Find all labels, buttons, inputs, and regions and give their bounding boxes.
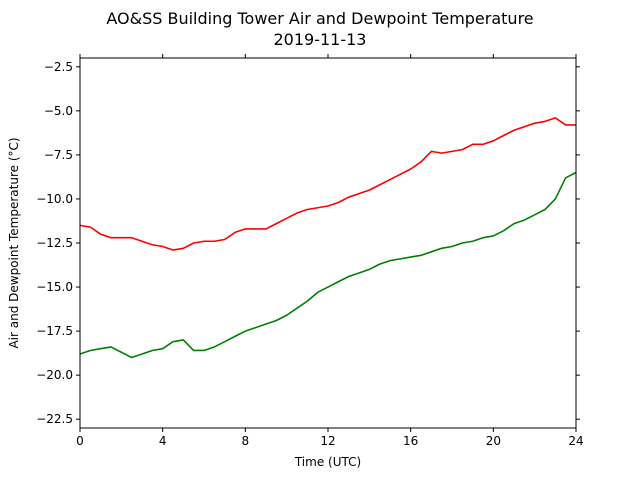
chart-subtitle: 2019-11-13	[274, 30, 367, 49]
plot-frame	[79, 57, 577, 429]
y-axis-label: Air and Dewpoint Temperature (°C)	[7, 137, 21, 348]
y-tick-label: −7.5	[44, 148, 73, 162]
y-tick-label: −22.5	[36, 412, 73, 426]
x-tick-label: 4	[159, 434, 167, 448]
y-tick-label: −2.5	[44, 60, 73, 74]
series-line-1	[79, 117, 576, 251]
x-axis-label: Time (UTC)	[294, 455, 361, 469]
x-tick-label: 16	[403, 434, 418, 448]
chart-title: AO&SS Building Tower Air and Dewpoint Te…	[106, 9, 533, 28]
y-axis-ticks: −22.5 −20.0 −17.5 −15.0 −12.5 −10.0 −7.5 −5.0 −2…	[36, 60, 580, 426]
y-tick-label: −10.0	[36, 192, 73, 206]
plot-area	[79, 57, 577, 429]
x-tick-label: 24	[568, 434, 583, 448]
y-tick-label: −17.5	[36, 324, 73, 338]
x-tick-label: 8	[242, 434, 250, 448]
x-tick-label: 20	[486, 434, 501, 448]
y-tick-label: −15.0	[36, 280, 73, 294]
x-axis-ticks: 0 4 8 12 16 20 24	[76, 54, 584, 448]
x-tick-label: 0	[76, 434, 84, 448]
series-layer	[79, 117, 577, 359]
y-tick-label: −5.0	[44, 104, 73, 118]
y-tick-label: −20.0	[36, 368, 73, 382]
y-tick-label: −12.5	[36, 236, 73, 250]
series-line-2	[79, 171, 577, 359]
x-tick-label: 12	[320, 434, 335, 448]
